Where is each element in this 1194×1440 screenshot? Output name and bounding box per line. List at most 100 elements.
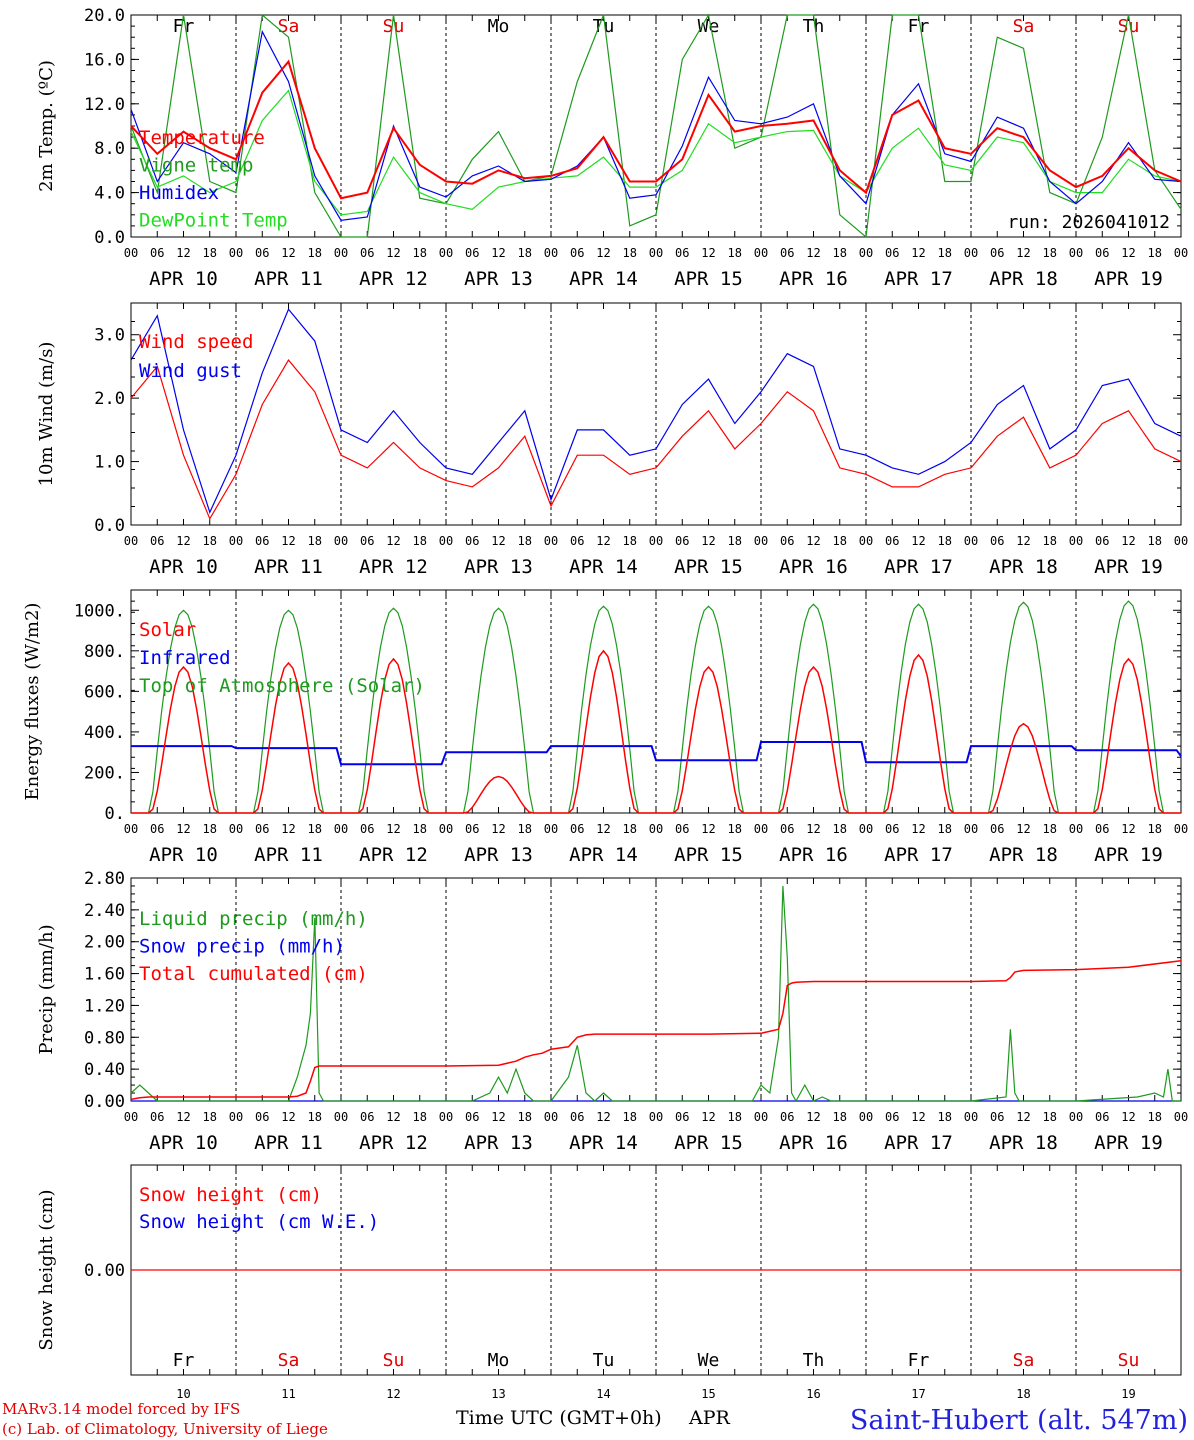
hour-tick-label: 18 (413, 246, 427, 260)
hour-tick-label: 18 (938, 534, 952, 548)
y-tick-label: 0.00 (84, 1261, 125, 1281)
hour-tick-label: 00 (439, 1110, 453, 1124)
x-axis-label: Time UTC (GMT+0h) (456, 1407, 662, 1429)
hour-tick-label: 00 (229, 822, 243, 836)
hour-tick-label: 06 (570, 1110, 584, 1124)
legend-entry: Humidex (139, 182, 219, 204)
hour-tick-label: 00 (334, 822, 348, 836)
legend-entry: DewPoint Temp (139, 210, 288, 232)
wind-gust-line (130, 308, 1182, 514)
hour-tick-label: 18 (203, 246, 217, 260)
hour-tick-label: 12 (491, 534, 505, 548)
date-label: APR 14 (569, 268, 638, 290)
y-tick-label: 3.0 (94, 326, 125, 346)
weekday-label: Mo (488, 16, 510, 37)
date-label: APR 13 (464, 268, 533, 290)
hour-tick-label: 18 (623, 246, 637, 260)
date-label: APR 12 (359, 556, 428, 578)
weekday-label: Su (1118, 1350, 1140, 1371)
y-tick-label: 600. (84, 682, 125, 702)
hour-tick-label: 00 (1069, 822, 1083, 836)
day-number-label: 17 (911, 1387, 925, 1401)
date-label: APR 15 (674, 268, 743, 290)
y-axis-label: Precip (mm/h) (36, 924, 57, 1054)
day-number-label: 13 (491, 1387, 505, 1401)
hour-tick-label: 00 (754, 1110, 768, 1124)
hour-tick-label: 00 (1174, 1110, 1188, 1124)
y-tick-label: 0.0 (94, 516, 125, 536)
y-axis-label: 10m Wind (m/s) (36, 342, 57, 487)
legend-entry: Snow precip (mm/h) (139, 936, 345, 958)
hour-tick-label: 12 (806, 246, 820, 260)
hour-tick-label: 18 (308, 1110, 322, 1124)
hour-tick-label: 18 (1043, 1110, 1057, 1124)
weekday-label: We (698, 1350, 720, 1371)
hour-tick-label: 12 (176, 246, 190, 260)
hour-tick-label: 06 (360, 534, 374, 548)
hour-tick-label: 12 (491, 1110, 505, 1124)
hour-tick-label: 00 (439, 246, 453, 260)
weekday-label: Th (803, 16, 825, 37)
weekday-label: Fr (173, 16, 195, 37)
date-label: APR 10 (149, 556, 218, 578)
hour-tick-label: 18 (833, 1110, 847, 1124)
y-tick-label: 1.60 (84, 965, 125, 985)
date-label: APR 11 (254, 844, 323, 866)
panel-precip: 00 06 12 18 00 06 12 18 00 06 12 18 00 06 12 18 00 06 12 18… (36, 869, 1188, 1154)
hour-tick-label: 12 (281, 822, 295, 836)
hour-tick-label: 12 (596, 1110, 610, 1124)
hour-tick-label: 06 (675, 534, 689, 548)
hour-tick-label: 18 (203, 1110, 217, 1124)
hour-tick-label: 06 (1095, 1110, 1109, 1124)
panel-temperature: 00 06 12 18 00 06 12 18 00 06 12 18 00 06 12 18 00 06 12 18… (36, 6, 1188, 290)
date-label: APR 16 (779, 556, 848, 578)
hour-tick-label: 12 (806, 534, 820, 548)
hour-tick-label: 00 (124, 1110, 138, 1124)
legend-entry: Wind speed (139, 331, 253, 353)
day-number-label: 19 (1121, 1387, 1135, 1401)
date-label: APR 19 (1094, 844, 1163, 866)
hour-tick-label: 18 (518, 822, 532, 836)
hour-tick-label: 00 (1069, 1110, 1083, 1124)
hour-tick-label: 06 (780, 246, 794, 260)
hour-tick-label: 18 (1148, 534, 1162, 548)
legend-entry: Liquid precip (mm/h) (139, 908, 368, 930)
hour-tick-label: 06 (675, 246, 689, 260)
date-label: APR 19 (1094, 556, 1163, 578)
hour-tick-label: 06 (990, 246, 1004, 260)
run-label: run: 2026041012 (1007, 212, 1170, 233)
weekday-label: Sa (278, 16, 300, 37)
hour-tick-label: 06 (150, 534, 164, 548)
weekday-label: Su (383, 16, 405, 37)
hour-tick-label: 06 (570, 246, 584, 260)
hour-tick-label: 12 (176, 822, 190, 836)
hour-tick-label: 12 (386, 822, 400, 836)
hour-tick-label: 00 (124, 246, 138, 260)
hour-tick-label: 18 (623, 1110, 637, 1124)
hour-tick-label: 12 (911, 1110, 925, 1124)
day-number-label: 16 (806, 1387, 820, 1401)
hour-tick-label: 00 (544, 822, 558, 836)
hour-tick-label: 18 (203, 822, 217, 836)
date-label: APR 17 (884, 556, 953, 578)
hour-tick-label: 18 (623, 822, 637, 836)
panel-energy: 00 06 12 18 00 06 12 18 00 06 12 18 00 06 12 18 00 06 12 18… (22, 589, 1188, 866)
weekday-label: We (698, 16, 720, 37)
hour-tick-label: 00 (859, 246, 873, 260)
hour-tick-label: 00 (229, 534, 243, 548)
day-number-label: 11 (281, 1387, 295, 1401)
hour-tick-label: 00 (859, 1110, 873, 1124)
hour-tick-label: 00 (124, 822, 138, 836)
y-tick-label: 0. (105, 804, 125, 824)
hour-tick-label: 00 (754, 534, 768, 548)
hour-tick-label: 06 (570, 822, 584, 836)
hour-tick-label: 12 (911, 246, 925, 260)
legend-entry: Infrared (139, 647, 231, 669)
wind-speed-line (130, 359, 1182, 521)
hour-tick-label: 06 (885, 246, 899, 260)
humidex-line (130, 29, 1182, 221)
hour-tick-label: 18 (1148, 1110, 1162, 1124)
hour-tick-label: 06 (255, 822, 269, 836)
y-tick-label: 1.20 (84, 996, 125, 1016)
vigne-temp-line (130, 13, 1182, 239)
